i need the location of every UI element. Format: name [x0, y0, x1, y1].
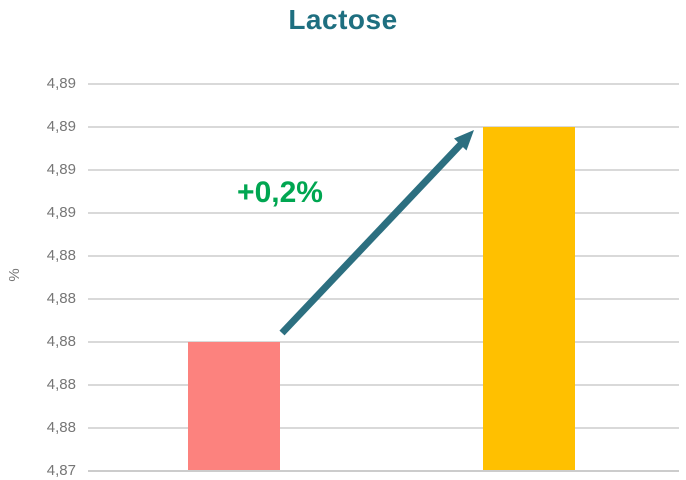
gridline: [88, 384, 679, 386]
y-tick-label: 4,89: [46, 118, 76, 135]
gridline: [88, 427, 679, 429]
bar-1: [188, 342, 280, 470]
y-tick-label: 4,88: [46, 419, 76, 436]
percent-change-annotation: +0,2%: [237, 176, 323, 209]
y-tick-label: 4,88: [46, 290, 76, 307]
y-tick-label: 4,88: [46, 247, 76, 264]
y-axis-tick-labels: 4,89 4,89 4,89 4,89 4,88 4,88 4,88 4,88 4,88 4,87: [0, 75, 76, 479]
gridline: [88, 255, 679, 257]
gridline: [88, 298, 679, 300]
y-tick-label: 4,89: [46, 75, 76, 92]
gridline: [88, 83, 679, 85]
gridline: [88, 341, 679, 343]
y-tick-label: 4,89: [46, 204, 76, 221]
gridline: [88, 470, 679, 472]
plot-area: [88, 83, 679, 472]
bar-2: [483, 127, 575, 470]
chart-title: Lactose: [288, 4, 398, 35]
gridline: [88, 126, 679, 128]
y-tick-label: 4,87: [46, 462, 76, 479]
gridline: [88, 169, 679, 171]
y-tick-label: 4,89: [46, 161, 76, 178]
y-tick-label: 4,88: [46, 333, 76, 350]
gridline: [88, 212, 679, 214]
y-tick-label: 4,88: [46, 376, 76, 393]
